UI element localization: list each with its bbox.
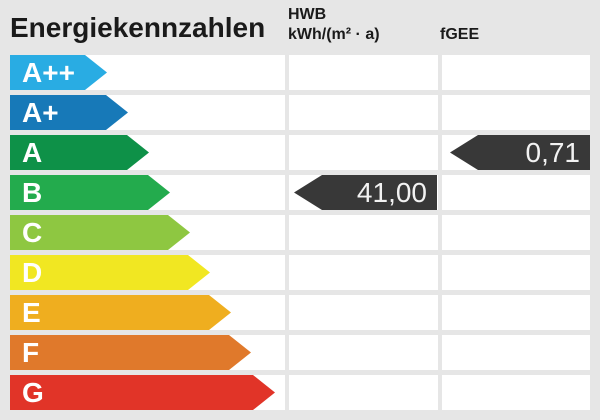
band-arrow-ap: A+	[10, 95, 128, 130]
scale-row-b: B	[10, 175, 590, 210]
value-badge-fgee: 0,71	[450, 135, 590, 170]
scale-row-f: F	[10, 335, 590, 370]
scale-row-ap: A+	[10, 95, 590, 130]
column-header-fgee-label: fGEE	[440, 26, 480, 43]
scale-row-d: D	[10, 255, 590, 290]
band-arrow-d: D	[10, 255, 210, 290]
band-label: G	[22, 377, 44, 408]
column-header-hwb-unit: kWh/(m² · a)	[288, 26, 380, 43]
page-title: Energiekennzahlen	[10, 12, 266, 43]
band-arrow-e: E	[10, 295, 231, 330]
band-label: F	[22, 337, 40, 368]
column-header-fgee: fGEE	[440, 25, 479, 45]
column-divider-left	[285, 55, 289, 410]
band-label: A+	[22, 97, 59, 128]
band-arrow-a: A	[10, 135, 149, 170]
band-arrow-f: F	[10, 335, 251, 370]
band-arrow-app: A++	[10, 55, 107, 90]
value-badge-text: 0,71	[525, 137, 581, 168]
band-arrow-c: C	[10, 215, 190, 250]
band-arrow-b: B	[10, 175, 170, 210]
band-label: A	[22, 137, 43, 168]
scale-row-e: E	[10, 295, 590, 330]
column-divider-right	[438, 55, 442, 410]
value-badge-text: 41,00	[356, 177, 427, 208]
band-label: E	[22, 297, 41, 328]
band-label: C	[22, 217, 43, 248]
scale-row-app: A++	[10, 55, 590, 90]
scale-row-g: G	[10, 375, 590, 410]
column-header-hwb: HWB kWh/(m² · a)	[288, 5, 380, 45]
band-label: B	[22, 177, 43, 208]
value-badge-hwb: 41,00	[294, 175, 437, 210]
band-label: D	[22, 257, 43, 288]
energy-scale: A++ A+ A B C D E F G 41,00 0,71	[10, 55, 590, 410]
band-label: A++	[22, 57, 75, 88]
band-arrow-g: G	[10, 375, 275, 410]
scale-row-c: C	[10, 215, 590, 250]
column-header-hwb-label: HWB	[288, 6, 327, 23]
